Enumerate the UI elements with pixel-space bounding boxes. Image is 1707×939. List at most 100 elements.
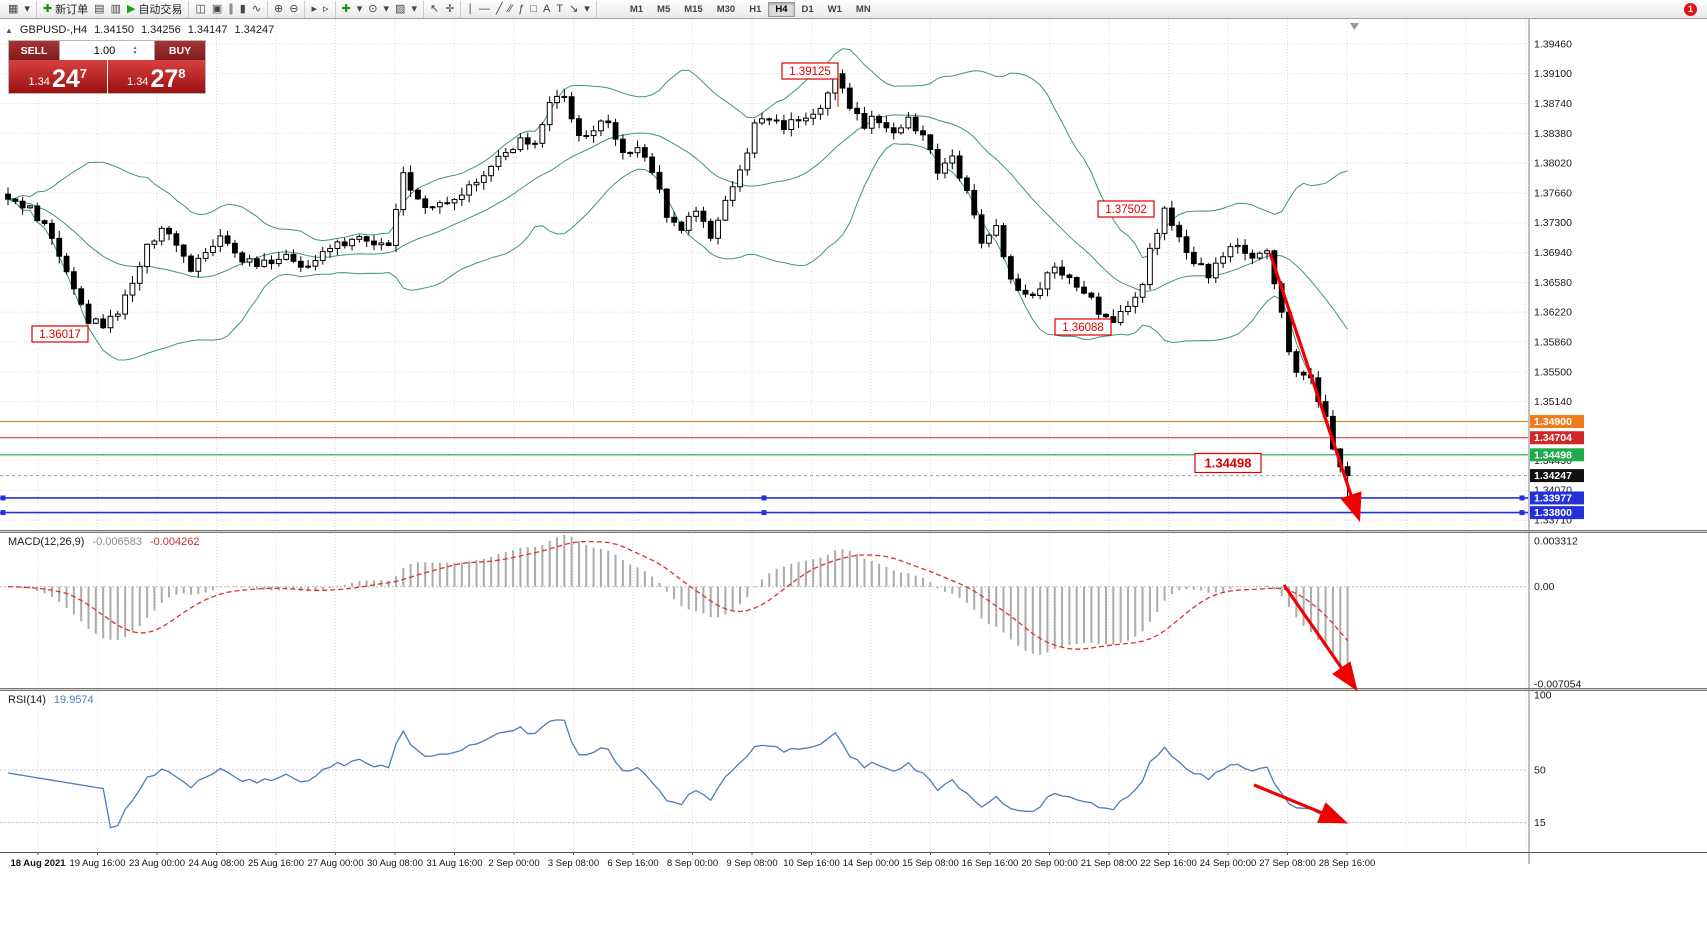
timeframe-m5[interactable]: M5 [657,3,671,15]
auto-scroll-button[interactable]: ▸ [308,1,320,17]
h-line-handle[interactable] [0,510,6,516]
vertical-line-button[interactable]: ∣ [464,1,476,17]
arrows-icon: ↘ [569,3,579,15]
timeframe-m1[interactable]: M1 [629,3,644,15]
text-label-button[interactable]: T [553,1,566,17]
chart-shift-marker[interactable] [1350,23,1359,30]
buy-button[interactable]: BUY [155,41,205,60]
volume-up-icon[interactable]: ▲ [132,44,138,51]
templates-dropdown-icon: ▾ [411,3,417,15]
indicators-dropdown-button[interactable]: ▾ [354,1,366,17]
bar-chart-mode-button[interactable]: ∥ [225,1,237,17]
price-axis[interactable]: 1.39460 1.39100 1.38740 1.38380 1.38020 1.376… [1528,19,1584,864]
sell-price-button[interactable]: 1.34 24 7 [9,60,107,93]
periods-button[interactable]: ⊙ [365,1,380,17]
new-chart-dropdown-button[interactable]: ▾ [21,1,33,17]
trend-arrow[interactable] [1253,783,1348,824]
timeframe-d1[interactable]: D1 [801,3,814,15]
chart-shift-button[interactable]: ▹ [320,1,332,17]
svg-text:50: 50 [1534,765,1546,777]
new-chart-button[interactable]: ▦ [5,1,21,17]
crosshair-button[interactable]: ✛ [442,1,457,17]
timeframe-h4[interactable]: H4 [768,1,795,17]
text-icon: A [543,3,551,15]
svg-text:1.36580: 1.36580 [1534,277,1572,289]
fibonacci-button[interactable]: ƒ [515,1,527,17]
h-line-handle[interactable] [761,510,767,516]
svg-text:9 Sep 08:00: 9 Sep 08:00 [726,858,777,869]
timeframe-w1[interactable]: W1 [827,3,842,15]
zoom-out-button[interactable]: ⊖ [286,1,301,17]
buy-price-button[interactable]: 1.34 27 8 [107,60,205,93]
svg-text:1.36088: 1.36088 [1062,322,1104,334]
svg-text:30 Aug 08:00: 30 Aug 08:00 [367,858,423,869]
timeframe-mn[interactable]: MN [855,3,871,15]
text-button[interactable]: A [540,1,553,17]
trend-arrow[interactable] [1282,584,1358,692]
sell-price-prefix: 1.34 [28,76,50,88]
price-annotation[interactable] [1097,200,1155,218]
autotrading-button[interactable]: ▶ 自动交易 [124,1,185,17]
grid [0,19,1528,852]
cascade-windows-button[interactable]: ▣ [209,1,225,17]
ohlc-open: 1.34150 [94,24,134,36]
new-order-button[interactable]: ✚ 新订单 [40,1,91,17]
svg-text:23 Aug 00:00: 23 Aug 00:00 [129,858,185,869]
zoom-in-button[interactable]: ⊕ [271,1,286,17]
tile-windows-button[interactable]: ◫ [192,1,208,17]
svg-text:1.38740: 1.38740 [1534,98,1572,110]
price-annotation[interactable] [781,62,839,80]
volume-down-icon[interactable]: ▼ [132,49,138,56]
periods-dropdown-button[interactable]: ▾ [381,1,393,17]
price-annotation[interactable] [1054,318,1112,336]
price-annotation[interactable] [31,325,89,343]
sell-button[interactable]: SELL [9,41,59,60]
timeframe-m30[interactable]: M30 [716,3,736,15]
horizontal-lines [0,420,1528,516]
svg-text:1.36940: 1.36940 [1534,247,1572,259]
timeframe-m15[interactable]: M15 [684,3,703,15]
svg-text:28 Sep 16:00: 28 Sep 16:00 [1319,858,1376,869]
arrows-button[interactable]: ↘ [566,1,581,17]
notification-badge[interactable]: 1 [1684,2,1697,16]
svg-text:1.37300: 1.37300 [1534,217,1572,229]
data-window-button[interactable]: ▥ [108,1,124,17]
fibonacci-icon: ƒ [518,3,525,15]
templates-button[interactable]: ▨ [392,1,408,17]
market-watch-button[interactable]: ▤ [91,1,107,17]
horizontal-line-tool-button[interactable]: ― [476,1,493,17]
bollinger-bands [7,48,1349,488]
line-chart-mode-button[interactable]: ∿ [249,1,264,17]
price-annotation[interactable] [1194,452,1262,474]
sell-price-big: 24 [51,65,80,93]
chart-canvas[interactable]: 1.39460 1.39100 1.38740 1.38380 1.38020 1.376… [0,19,1707,939]
time-axis[interactable]: 18 Aug 2021 19 Aug 16:00 23 Aug 00:00 24 Au… [10,852,1375,869]
indicators-dropdown-icon: ▾ [356,3,363,15]
h-line-handle[interactable] [1519,510,1525,516]
svg-text:1.36017: 1.36017 [39,329,81,341]
one-click-collapse-icon[interactable]: ▲ [5,25,13,35]
candlestick-mode-button[interactable]: ▮ [237,1,249,17]
vertical-line-icon: ∣ [467,3,473,15]
trendline-button[interactable]: ╱ [493,1,506,17]
trend-arrow[interactable] [1268,252,1362,523]
arrows-dropdown-button[interactable]: ▾ [581,1,593,17]
h-line-handle[interactable] [0,495,6,501]
indicators-button[interactable]: ✚ [339,1,354,17]
equidistant-channel-button[interactable]: ∕∕ [506,1,516,17]
svg-text:1.34900: 1.34900 [1534,416,1572,428]
h-line-handle[interactable] [1519,495,1525,501]
panel-splitter[interactable] [0,530,1707,533]
cursor-button[interactable]: ↖ [427,1,442,17]
svg-text:3 Sep 08:00: 3 Sep 08:00 [548,858,599,869]
h-line-handle[interactable] [761,495,767,501]
timeframe-h1[interactable]: H1 [749,3,762,15]
templates-dropdown-button[interactable]: ▾ [408,1,420,17]
shapes-button[interactable]: □ [527,1,540,17]
panel-splitter[interactable] [0,688,1707,691]
svg-text:6 Sep 16:00: 6 Sep 16:00 [607,858,658,869]
svg-text:1.37660: 1.37660 [1534,187,1572,199]
volume-field: ▲▼ [59,41,155,60]
volume-input[interactable] [76,43,133,58]
axis-price-label [1530,448,1584,462]
